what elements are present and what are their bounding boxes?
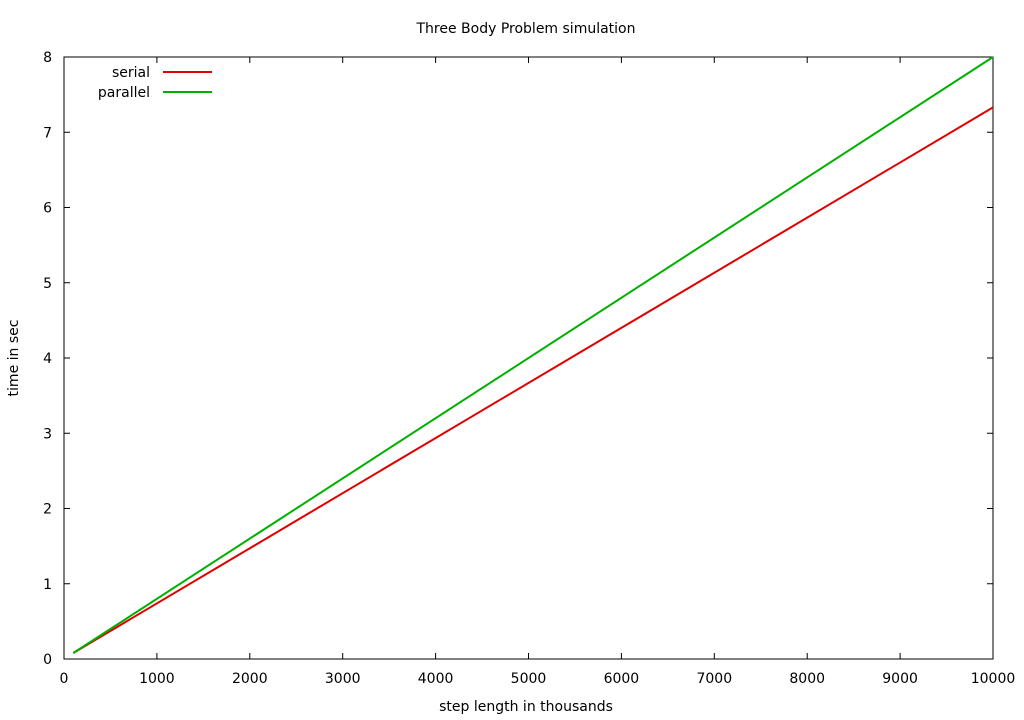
- y-tick-label: 7: [43, 125, 52, 141]
- legend: serial parallel: [98, 65, 212, 101]
- legend-label-serial: serial: [112, 65, 150, 81]
- x-tick-label: 4000: [418, 671, 454, 687]
- x-axis-label: step length in thousands: [439, 699, 613, 715]
- chart-title: Three Body Problem simulation: [415, 21, 635, 37]
- x-tick-label: 6000: [604, 671, 640, 687]
- x-tick-label: 1000: [139, 671, 175, 687]
- y-tick-label: 4: [43, 351, 52, 367]
- x-tick-label: 5000: [511, 671, 547, 687]
- series-group: [72, 56, 994, 654]
- y-tick-label: 3: [43, 426, 52, 442]
- x-tick-label: 0: [60, 671, 69, 687]
- y-tick-label: 2: [43, 502, 52, 518]
- y-tick-label: 1: [43, 577, 52, 593]
- x-tick-label: 2000: [232, 671, 268, 687]
- y-tick-label: 5: [43, 276, 52, 292]
- x-tick-label: 3000: [325, 671, 361, 687]
- series-line-parallel: [72, 56, 994, 654]
- x-tick-label: 7000: [696, 671, 732, 687]
- y-tick-label: 8: [43, 50, 52, 66]
- x-tick-label: 10000: [971, 671, 1016, 687]
- legend-label-parallel: parallel: [98, 85, 150, 101]
- y-tick-label: 6: [43, 201, 52, 217]
- y-tick-label: 0: [43, 652, 52, 668]
- series-line-serial: [72, 106, 994, 654]
- y-axis-label: time in sec: [6, 320, 22, 397]
- x-tick-label: 9000: [882, 671, 918, 687]
- axis-ticks: 0 1000 2000 3000 4000 5000 6000 7000 8000 9000 100…: [43, 50, 1015, 687]
- x-tick-label: 8000: [789, 671, 825, 687]
